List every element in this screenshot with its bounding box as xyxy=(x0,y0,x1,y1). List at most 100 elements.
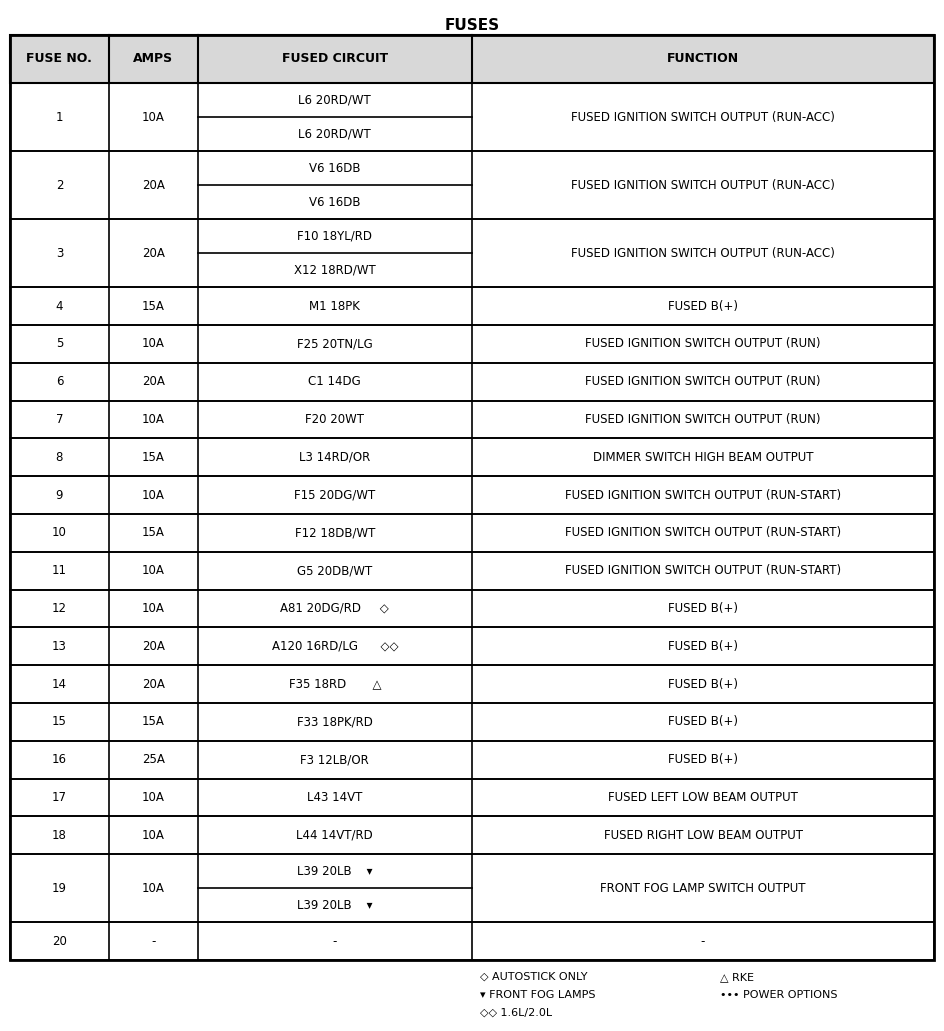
Text: FUSED LEFT LOW BEAM OUTPUT: FUSED LEFT LOW BEAM OUTPUT xyxy=(608,791,798,804)
Text: 11: 11 xyxy=(52,564,67,577)
Text: FUSE NO.: FUSE NO. xyxy=(26,53,93,66)
Text: F33 18PK/RD: F33 18PK/RD xyxy=(296,716,373,728)
Text: 20: 20 xyxy=(52,934,67,947)
Text: FUSED IGNITION SWITCH OUTPUT (RUN-ACC): FUSED IGNITION SWITCH OUTPUT (RUN-ACC) xyxy=(571,178,834,192)
Bar xyxy=(10,400,934,438)
Bar xyxy=(10,363,934,400)
Text: FUNCTION: FUNCTION xyxy=(667,53,739,66)
Text: -: - xyxy=(151,934,156,947)
Text: G5 20DB/WT: G5 20DB/WT xyxy=(297,564,373,577)
Text: -: - xyxy=(700,934,705,947)
Bar xyxy=(10,590,934,627)
Bar xyxy=(10,325,934,363)
Text: 20A: 20A xyxy=(142,375,164,388)
Text: FUSED IGNITION SWITCH OUTPUT (RUN): FUSED IGNITION SWITCH OUTPUT (RUN) xyxy=(585,375,820,388)
Bar xyxy=(10,287,934,325)
Bar xyxy=(10,552,934,590)
Text: 18: 18 xyxy=(52,829,67,841)
Bar xyxy=(10,363,934,400)
Bar xyxy=(10,438,934,476)
Bar xyxy=(10,703,934,740)
Bar xyxy=(10,35,934,960)
Text: 15A: 15A xyxy=(142,451,164,464)
Text: V6 16DB: V6 16DB xyxy=(309,196,361,208)
Text: FRONT FOG LAMP SWITCH OUTPUT: FRONT FOG LAMP SWITCH OUTPUT xyxy=(600,882,806,895)
Text: FUSED IGNITION SWITCH OUTPUT (RUN): FUSED IGNITION SWITCH OUTPUT (RUN) xyxy=(585,337,820,351)
Text: FUSED IGNITION SWITCH OUTPUT (RUN): FUSED IGNITION SWITCH OUTPUT (RUN) xyxy=(585,413,820,426)
Text: A120 16RD/LG      ◇◇: A120 16RD/LG ◇◇ xyxy=(272,640,398,653)
Text: △ RKE: △ RKE xyxy=(720,972,754,982)
Text: F35 18RD       △: F35 18RD △ xyxy=(289,677,381,691)
Bar xyxy=(10,703,934,740)
Text: 10A: 10A xyxy=(142,791,164,804)
Text: 13: 13 xyxy=(52,640,67,653)
Text: FUSED RIGHT LOW BEAM OUTPUT: FUSED RIGHT LOW BEAM OUTPUT xyxy=(603,829,802,841)
Bar xyxy=(10,325,934,363)
Bar xyxy=(10,627,934,665)
Text: 3: 3 xyxy=(56,246,63,260)
Text: L43 14VT: L43 14VT xyxy=(307,791,362,804)
Bar xyxy=(10,922,934,960)
Text: FUSES: FUSES xyxy=(445,18,499,33)
Text: 20A: 20A xyxy=(142,178,164,192)
Text: 20A: 20A xyxy=(142,246,164,260)
Bar xyxy=(10,287,934,325)
Bar xyxy=(10,513,934,552)
Text: F10 18YL/RD: F10 18YL/RD xyxy=(297,230,372,242)
Text: FUSED IGNITION SWITCH OUTPUT (RUN-START): FUSED IGNITION SWITCH OUTPUT (RUN-START) xyxy=(565,489,841,501)
Text: M1 18PK: M1 18PK xyxy=(310,300,361,312)
Text: 10A: 10A xyxy=(142,337,164,351)
Bar xyxy=(10,778,934,817)
Text: L39 20LB    ▾: L39 20LB ▾ xyxy=(297,865,373,877)
Bar xyxy=(10,665,934,703)
Bar xyxy=(10,152,934,219)
Text: FUSED IGNITION SWITCH OUTPUT (RUN-ACC): FUSED IGNITION SWITCH OUTPUT (RUN-ACC) xyxy=(571,110,834,124)
Text: 14: 14 xyxy=(52,677,67,691)
Text: 16: 16 xyxy=(52,754,67,766)
Bar xyxy=(10,854,934,922)
Text: -: - xyxy=(332,934,337,947)
Text: ••• POWER OPTIONS: ••• POWER OPTIONS xyxy=(720,990,837,1000)
Bar xyxy=(10,817,934,854)
Bar xyxy=(10,476,934,513)
Bar xyxy=(10,778,934,817)
Text: 9: 9 xyxy=(56,489,63,501)
Bar xyxy=(10,35,934,84)
Bar xyxy=(10,35,934,84)
Bar xyxy=(10,152,934,219)
Text: FUSED CIRCUIT: FUSED CIRCUIT xyxy=(281,53,388,66)
Text: 1: 1 xyxy=(56,110,63,124)
Text: 17: 17 xyxy=(52,791,67,804)
Text: FUSED B(+): FUSED B(+) xyxy=(668,677,738,691)
Text: 10: 10 xyxy=(52,527,67,539)
Bar xyxy=(10,922,934,960)
Text: C1 14DG: C1 14DG xyxy=(309,375,362,388)
Text: F15 20DG/WT: F15 20DG/WT xyxy=(295,489,376,501)
Text: V6 16DB: V6 16DB xyxy=(309,162,361,174)
Text: F20 20WT: F20 20WT xyxy=(305,413,364,426)
Text: F12 18DB/WT: F12 18DB/WT xyxy=(295,527,375,539)
Text: AMPS: AMPS xyxy=(133,53,174,66)
Text: L6 20RD/WT: L6 20RD/WT xyxy=(298,94,371,106)
Bar xyxy=(10,552,934,590)
Bar xyxy=(10,590,934,627)
Text: 10A: 10A xyxy=(142,829,164,841)
Text: DIMMER SWITCH HIGH BEAM OUTPUT: DIMMER SWITCH HIGH BEAM OUTPUT xyxy=(593,451,813,464)
Bar xyxy=(10,854,934,922)
Text: FUSED IGNITION SWITCH OUTPUT (RUN-START): FUSED IGNITION SWITCH OUTPUT (RUN-START) xyxy=(565,564,841,577)
Text: 10A: 10A xyxy=(142,564,164,577)
Text: F3 12LB/OR: F3 12LB/OR xyxy=(300,754,369,766)
Text: 5: 5 xyxy=(56,337,63,351)
Text: FUSED IGNITION SWITCH OUTPUT (RUN-ACC): FUSED IGNITION SWITCH OUTPUT (RUN-ACC) xyxy=(571,246,834,260)
Text: 25A: 25A xyxy=(142,754,164,766)
Text: 4: 4 xyxy=(56,300,63,312)
Bar xyxy=(10,84,934,152)
Bar xyxy=(10,84,934,152)
Text: L3 14RD/OR: L3 14RD/OR xyxy=(299,451,370,464)
Text: F25 20TN/LG: F25 20TN/LG xyxy=(297,337,373,351)
Text: 2: 2 xyxy=(56,178,63,192)
Text: 7: 7 xyxy=(56,413,63,426)
Text: FUSED B(+): FUSED B(+) xyxy=(668,640,738,653)
Text: 10A: 10A xyxy=(142,413,164,426)
Bar xyxy=(10,219,934,287)
